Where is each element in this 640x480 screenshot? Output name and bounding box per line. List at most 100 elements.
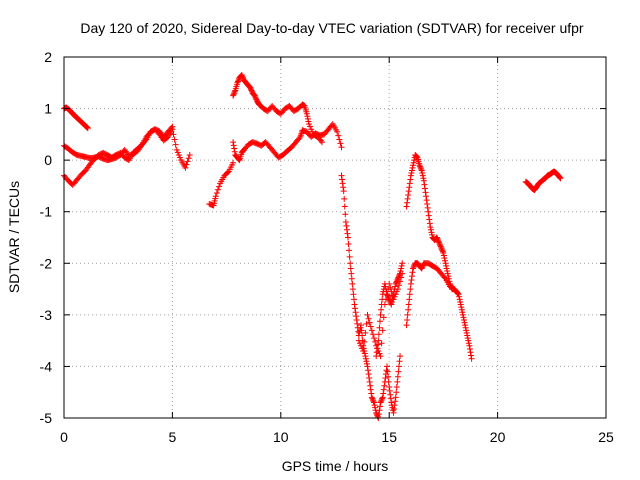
data-point (407, 176, 414, 183)
data-point (374, 413, 381, 420)
y-tick-label: -1 (40, 204, 53, 220)
data-point (447, 282, 454, 289)
data-point (357, 324, 364, 331)
data-point (369, 396, 376, 403)
data-point (341, 203, 348, 210)
series-arc-j (403, 260, 458, 329)
data-point (418, 166, 425, 173)
x-tick-label: 25 (598, 429, 614, 445)
data-point (247, 84, 254, 91)
data-point (367, 386, 374, 393)
data-point (395, 282, 402, 289)
data-point (346, 253, 353, 260)
data-point (371, 335, 378, 342)
data-point (394, 275, 401, 282)
axis-ticks: 0 5 10 15 20 25 -5 -4 -3 -2 -1 0 1 2 (40, 49, 614, 445)
data-point (345, 240, 352, 247)
data-point (360, 347, 367, 354)
data-point (426, 216, 433, 223)
data-point (408, 167, 415, 174)
data-point (376, 350, 383, 357)
data-point (388, 301, 395, 308)
data-point (404, 317, 411, 324)
data-point (363, 358, 370, 365)
data-point (380, 390, 387, 397)
data-point (439, 247, 446, 254)
data-point (443, 265, 450, 272)
data-point (462, 322, 469, 329)
data-point (395, 363, 402, 370)
data-point (397, 353, 404, 360)
data-point (375, 411, 382, 418)
data-point (379, 327, 386, 334)
data-point (339, 176, 346, 183)
data-point (389, 407, 396, 414)
data-point (343, 226, 350, 233)
data-point (403, 203, 410, 210)
data-point (383, 288, 390, 295)
data-point (231, 148, 238, 155)
y-tick-label: -5 (40, 410, 53, 426)
plot-frame (63, 56, 607, 419)
data-point (356, 340, 363, 347)
data-point (378, 396, 385, 403)
data-point (231, 90, 238, 97)
data-point (350, 291, 357, 298)
data-point (467, 349, 474, 356)
data-point (382, 283, 389, 290)
data-point (458, 306, 465, 313)
data-point (395, 368, 402, 375)
data-point (419, 172, 426, 179)
data-point (436, 240, 443, 247)
data-point (174, 149, 181, 156)
y-tick-label: -2 (40, 255, 53, 271)
data-point (409, 269, 416, 276)
data-point (385, 378, 392, 385)
data-point (186, 151, 193, 158)
data-point (352, 305, 359, 312)
data-point (454, 289, 461, 296)
data-point (405, 301, 412, 308)
data-point (380, 314, 387, 321)
data-point (362, 329, 369, 336)
data-point (427, 226, 434, 233)
data-point (444, 268, 451, 275)
data-point (408, 170, 415, 177)
data-point (351, 301, 358, 308)
data-point (362, 353, 369, 360)
data-point (235, 77, 242, 84)
data-point (424, 200, 431, 207)
data-point (238, 72, 245, 79)
data-point (419, 264, 426, 271)
data-point (396, 358, 403, 365)
y-tick-label: -4 (40, 358, 53, 374)
data-point (428, 229, 435, 236)
data-point (185, 155, 192, 162)
data-point (376, 324, 383, 331)
series-arc-b (61, 126, 193, 171)
data-point (423, 197, 430, 204)
data-point (361, 338, 368, 345)
data-point (358, 322, 365, 329)
data-point (443, 262, 450, 269)
x-tick-label: 20 (490, 429, 506, 445)
data-point (230, 91, 237, 98)
y-tick-label: 2 (44, 49, 52, 65)
data-point (405, 306, 412, 313)
data-point (309, 128, 316, 135)
data-point (353, 317, 360, 324)
data-point (358, 327, 365, 334)
data-point (371, 402, 378, 409)
data-point (387, 284, 394, 291)
data-point (376, 403, 383, 410)
data-point (365, 371, 372, 378)
data-point (461, 319, 468, 326)
data-point (230, 142, 237, 149)
data-point (304, 113, 311, 120)
data-point (410, 162, 417, 169)
data-point (341, 195, 348, 202)
data-point (335, 132, 342, 139)
series-arc-e (230, 121, 345, 164)
data-point (394, 378, 401, 385)
data-point (305, 121, 312, 128)
